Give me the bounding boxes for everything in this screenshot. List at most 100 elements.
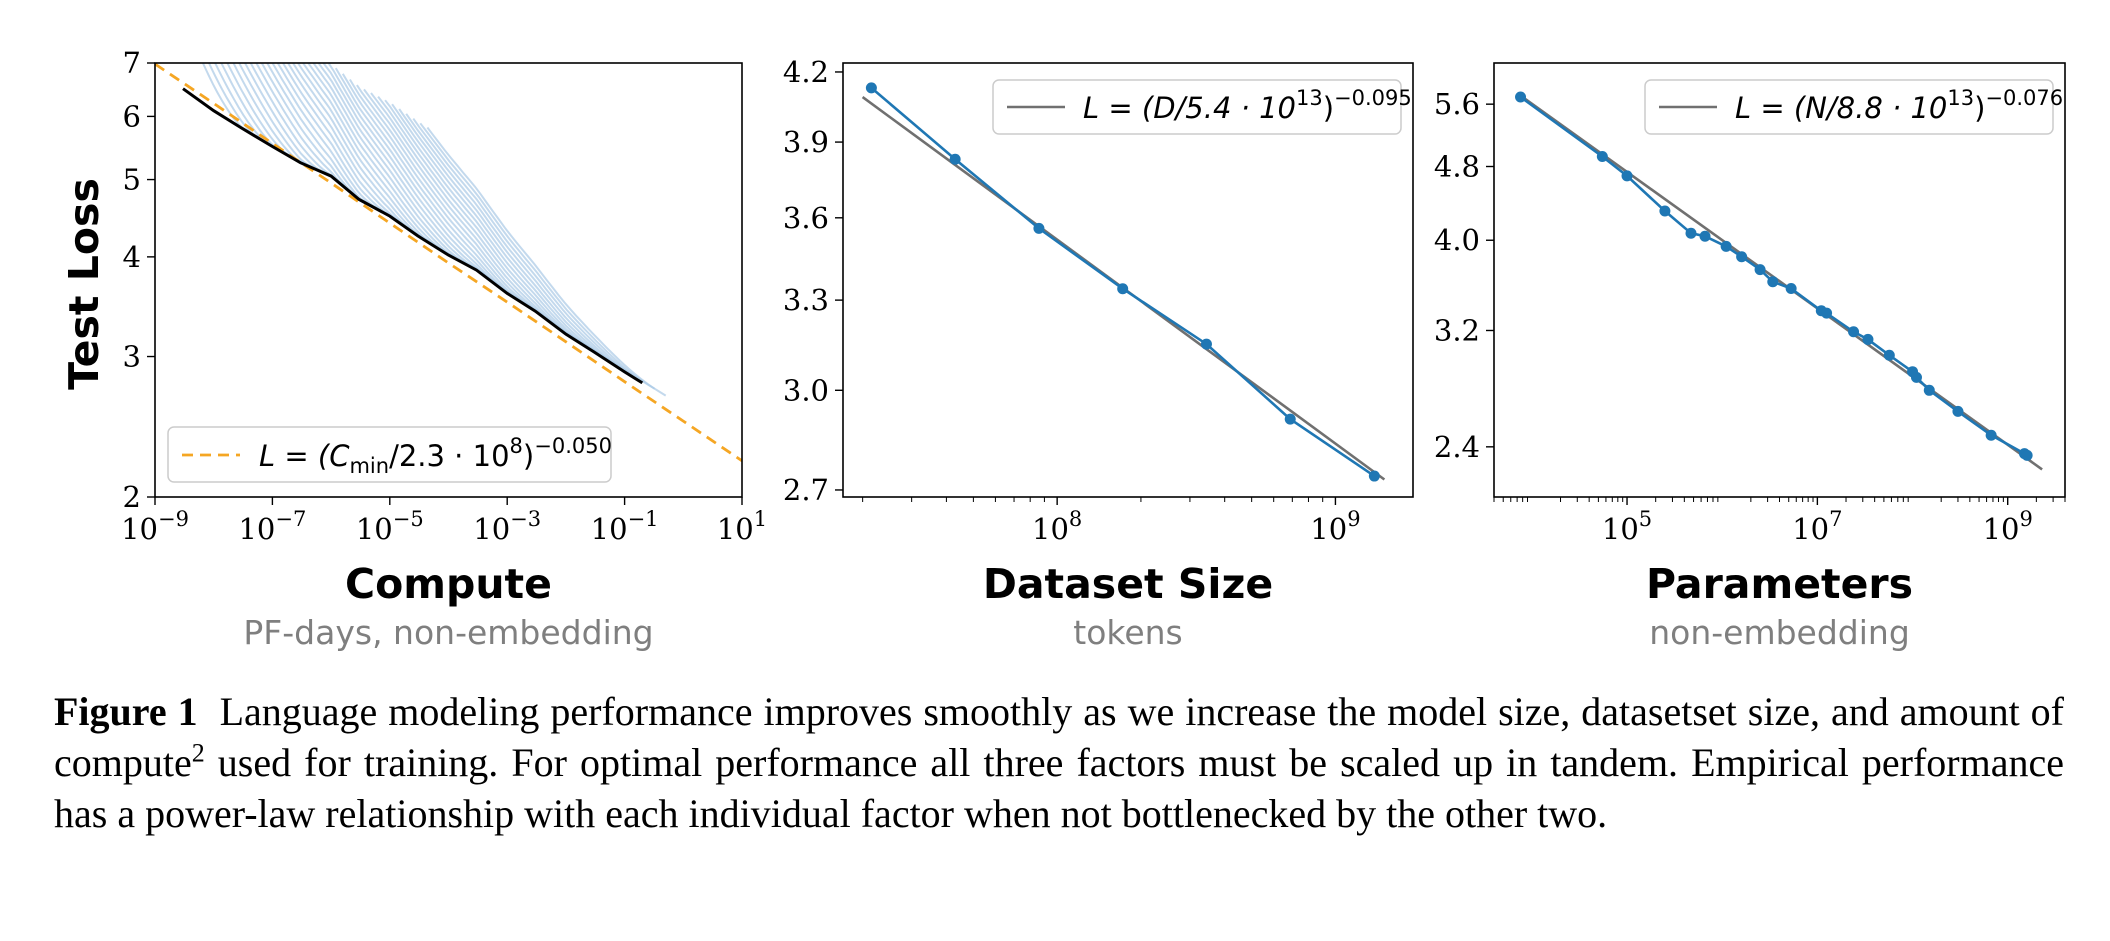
compute-learning-curve <box>301 63 456 258</box>
dataset-ytick-label: 2.7 <box>783 473 829 507</box>
compute-learning-curve <box>276 63 400 223</box>
figure-caption: Figure 1 Language modeling performance im… <box>54 686 2064 839</box>
compute-learning-curve <box>377 95 589 348</box>
parameters-data-point <box>1923 384 1935 396</box>
compute-learning-curve <box>341 73 533 309</box>
compute-learning-curve <box>271 63 389 215</box>
parameters-data-point <box>1720 240 1732 252</box>
y-axis-title: Test Loss <box>60 178 108 390</box>
caption-footnote-mark: 2 <box>191 738 205 768</box>
parameters-x-label: Parameters <box>1646 560 1913 608</box>
dataset-data-point <box>1200 338 1212 350</box>
dataset-x-label: Dataset Size <box>983 560 1273 608</box>
compute-frontier-line <box>182 87 644 385</box>
dataset-data-point <box>865 82 877 94</box>
dataset-x-axis: 108 109 <box>1032 497 1361 546</box>
compute-learning-curve <box>286 63 422 238</box>
compute-learning-curve <box>391 103 611 362</box>
parameters-xtick-label: 105 <box>1602 507 1652 546</box>
compute-learning-curve <box>281 63 411 231</box>
parameters-xtick-label: 109 <box>1983 507 2033 546</box>
compute-learning-curve <box>266 63 378 209</box>
compute-learning-curve <box>214 63 278 150</box>
compute-learning-curve <box>220 63 289 156</box>
parameters-ytick-label: 5.6 <box>1434 87 1480 121</box>
compute-learning-curve <box>291 63 434 245</box>
parameters-data-point <box>1883 349 1895 361</box>
parameters-data-point <box>1985 429 1997 441</box>
compute-learning-curve <box>356 84 556 325</box>
parameters-y-axis: 2.4 3.2 4.0 4.8 5.6 <box>1434 87 1494 464</box>
caption-label: Figure 1 <box>54 689 198 734</box>
caption-text-2: used for training. For optimal performan… <box>54 740 2064 836</box>
compute-learning-curve <box>312 63 478 270</box>
parameters-ytick-label: 2.4 <box>1434 430 1480 464</box>
parameters-ytick-label: 3.2 <box>1434 313 1480 347</box>
legend-label: L = (Cmin/2.3 · 108)−0.050 <box>259 434 612 478</box>
parameters-data-point <box>1754 264 1766 276</box>
parameters-data-point <box>1699 230 1711 242</box>
dataset-ytick-label: 4.2 <box>783 55 829 89</box>
compute-learning-curve <box>307 63 467 264</box>
compute-x-sublabel: PF-days, non-embedding <box>243 613 653 652</box>
compute-learning-curve <box>405 113 633 376</box>
parameters-data-point <box>1685 227 1697 239</box>
compute-learning-curve <box>398 108 622 369</box>
dataset-data-point <box>1284 413 1296 425</box>
parameters-x-axis: 105 107 109 <box>1602 497 2033 546</box>
compute-xtick-label: 10−5 <box>356 507 424 546</box>
compute-learning-curve <box>322 63 500 287</box>
compute-xtick-label: 10−1 <box>591 507 659 546</box>
parameters-data-point <box>1821 307 1833 319</box>
parameters-data-point <box>1515 91 1527 103</box>
dataset-ytick-label: 3.0 <box>783 373 829 407</box>
compute-learning-curve <box>412 118 645 383</box>
legend-box <box>167 426 612 483</box>
parameters-x-sublabel: non-embedding <box>1649 613 1910 652</box>
compute-ytick-label: 2 <box>123 480 141 514</box>
dataset-data-point <box>1368 470 1380 482</box>
dataset-legend: L = (D/5.4 · 1013)−0.095 <box>992 79 1412 135</box>
caption-text-1: Language modeling performance improves s… <box>54 689 2065 785</box>
legend-label: L = (D/5.4 · 1013)−0.095 <box>1083 86 1412 125</box>
compute-fit-line <box>155 63 742 462</box>
compute-y-axis: 2 3 4 5 6 7 <box>123 46 155 514</box>
compute-xtick-label: 101 <box>717 507 767 546</box>
dataset-axes-frame <box>842 62 1414 498</box>
dataset-xtick-label: 108 <box>1032 507 1082 546</box>
compute-ytick-label: 3 <box>123 340 141 374</box>
compute-learning-curve <box>243 63 334 178</box>
parameters-data-point <box>1736 251 1748 263</box>
compute-legend: L = (Cmin/2.3 · 108)−0.050 <box>167 426 612 483</box>
parameters-fit-line <box>1519 94 2043 471</box>
dataset-ytick-label: 3.3 <box>783 283 829 317</box>
compute-learning-curve <box>363 88 567 334</box>
legend-box <box>992 79 1402 135</box>
compute-axes-frame <box>154 62 743 498</box>
compute-x-label: Compute <box>345 560 552 608</box>
compute-learning-curve <box>317 63 489 279</box>
compute-learning-curve <box>260 63 367 203</box>
parameters-ytick-label: 4.8 <box>1434 150 1480 184</box>
dataset-xtick-label: 109 <box>1310 507 1360 546</box>
parameters-data-point <box>1910 371 1922 383</box>
compute-ytick-label: 6 <box>123 99 141 133</box>
parameters-data-point <box>1785 283 1797 295</box>
compute-xtick-label: 10−7 <box>238 507 306 546</box>
compute-x-axis: 10−9 10−7 10−5 10−3 10−1 101 <box>121 497 767 546</box>
compute-learning-curve <box>249 63 345 187</box>
legend-box <box>1644 79 2054 135</box>
compute-xtick-label: 10−3 <box>473 507 541 546</box>
dataset-y-axis: 2.7 3.0 3.3 3.6 3.9 4.2 <box>783 55 843 507</box>
legend-label: L = (N/8.8 · 1013)−0.076 <box>1735 86 2063 125</box>
compute-learning-curve <box>349 78 545 317</box>
parameters-legend: L = (N/8.8 · 1013)−0.076 <box>1644 79 2063 135</box>
compute-ytick-label: 5 <box>123 163 141 197</box>
parameters-data-point <box>1596 151 1608 163</box>
parameters-data-point <box>1952 405 1964 417</box>
compute-learning-curve <box>419 122 656 390</box>
dataset-data-point <box>1117 283 1129 295</box>
parameters-data-point <box>1659 205 1671 217</box>
dataset-x-minor-ticks <box>862 497 1324 502</box>
